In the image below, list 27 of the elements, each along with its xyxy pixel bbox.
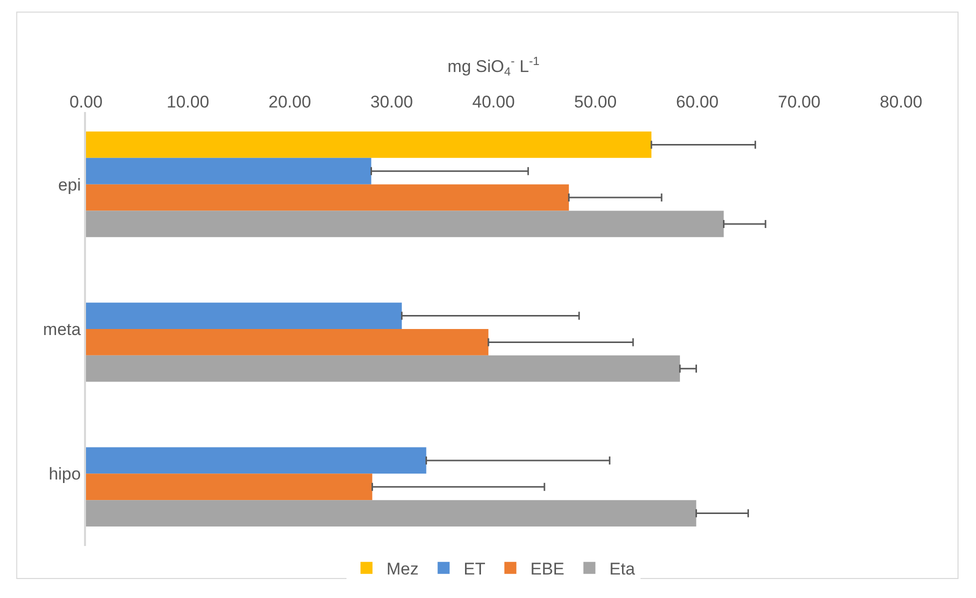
x-tick-label: 60.00	[676, 92, 719, 112]
x-tick-label: 40.00	[472, 92, 515, 112]
bar	[86, 158, 372, 184]
bar	[86, 500, 696, 526]
bar	[86, 210, 724, 238]
legend-label: Eta	[609, 560, 636, 579]
bar	[86, 302, 402, 329]
bar	[86, 132, 652, 158]
x-tick-label: 80.00	[880, 92, 922, 112]
bar	[86, 329, 488, 356]
x-tick-label: 0.00	[69, 92, 103, 112]
y-tick-label: meta	[43, 320, 82, 339]
y-tick-label: epi	[58, 175, 81, 194]
bar	[86, 474, 372, 500]
x-tick-label: 10.00	[166, 92, 210, 112]
x-axis-title: mg SiO$_{4}$$^{-}$ L$^{-1}$	[447, 54, 540, 79]
legend-label: EBE	[530, 560, 564, 579]
x-tick-label: 20.00	[268, 92, 312, 112]
legend-label: ET	[464, 560, 486, 579]
legend-label: Mez	[386, 560, 419, 579]
bar	[86, 355, 680, 382]
x-tick-label: 70.00	[778, 92, 820, 112]
y-tick-label: hipo	[48, 464, 81, 484]
x-tick-label: 50.00	[574, 92, 617, 112]
bar	[86, 447, 426, 474]
x-tick-label: 30.00	[370, 92, 413, 112]
bar	[86, 184, 569, 211]
